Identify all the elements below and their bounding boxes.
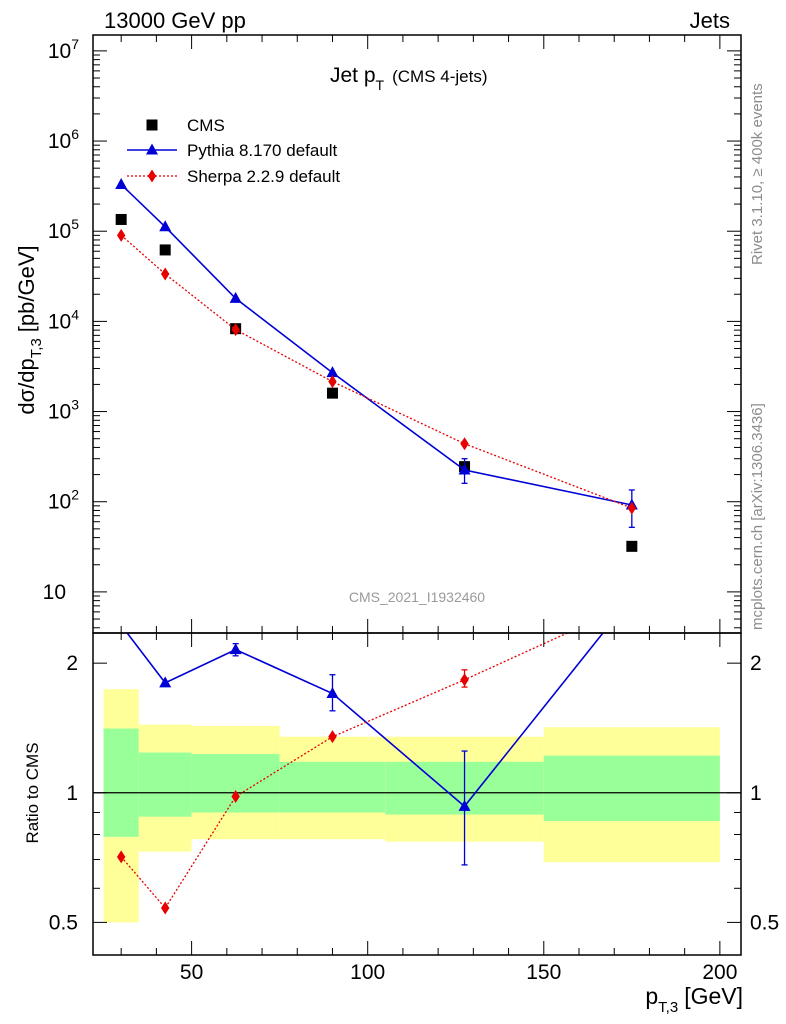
main-cms-point	[115, 213, 127, 225]
main-pythia-8-170-default-point	[115, 177, 128, 189]
main-y-tick-label: 105	[48, 216, 79, 243]
main-sherpa-2-2-9-default-line	[120, 234, 633, 509]
analysis-watermark: CMS_2021_I1932460	[349, 589, 485, 605]
ratio-sherpa-2-2-9-default-point	[116, 850, 126, 864]
main-cms-point	[626, 540, 638, 552]
ratio-y-tick-label-right: 2	[750, 652, 762, 675]
main-sherpa-2-2-9-default-point	[460, 437, 469, 451]
ratio-y-tick-label-right: 1	[750, 782, 762, 805]
legend: CMS Pythia 8.170 default Sherpa 2.2.9 defa…	[127, 116, 340, 186]
main-y-tick-label: 104	[48, 306, 79, 333]
main-sherpa-2-2-9-default-point	[328, 375, 337, 389]
main-sherpa-2-2-9-default-point	[627, 501, 637, 515]
legend-cms-marker	[146, 119, 158, 131]
inner-band-2	[191, 754, 280, 813]
main-cms-point	[326, 387, 338, 399]
legend-pythia-8-170-default-marker	[146, 143, 158, 155]
inner-band-0	[103, 728, 139, 837]
ratio-pythia-8-170-default-point	[626, 590, 638, 601]
plot-title: Jet pT (CMS 4-jets)	[330, 64, 488, 93]
main-sherpa-2-2-9-default-point	[231, 323, 240, 337]
main-pythia-8-170-default-point	[159, 220, 172, 232]
x-tick-label: 50	[180, 961, 203, 984]
ratio-sherpa-2-2-9-default-point	[328, 730, 337, 744]
x-axis-label: pT,3 [GeV]	[645, 983, 743, 1016]
ratio-y-axis-label: Ratio to CMS	[23, 742, 42, 843]
ratio-plot-frame	[92, 632, 742, 956]
ratio-pythia-8-170-default-point	[326, 687, 339, 699]
ratio-pythia-8-170-default-point	[458, 799, 471, 811]
ratio-y-tick-label-left: 2	[66, 652, 78, 675]
ratio-y-tick-label-left: 1	[66, 782, 78, 805]
ratio-sherpa-2-2-9-default-point	[460, 673, 469, 687]
ratio-pythia-8-170-default-point	[159, 676, 172, 688]
main-y-tick-label: 106	[48, 126, 79, 153]
ratio-sherpa-2-2-9-default-point	[628, 597, 636, 610]
inner-band-3	[279, 761, 386, 813]
axis-ticks	[93, 35, 741, 955]
main-plot-data	[115, 177, 638, 552]
ratio-y-tick-label-right: 0.5	[750, 911, 779, 934]
legend-cms-label: CMS	[187, 116, 225, 135]
legend-pythia-8-170-default-label: Pythia 8.170 default	[187, 141, 338, 160]
main-y-tick-label: 102	[48, 487, 79, 514]
inner-band-5	[543, 755, 720, 821]
main-y-tick-label: 103	[48, 397, 79, 424]
main-pythia-8-170-default-point	[458, 463, 471, 475]
ratio-pythia-8-170-default-line	[126, 633, 604, 808]
legend-sherpa-2-2-9-default-marker	[147, 169, 157, 183]
inner-band-1	[138, 752, 192, 817]
ratio-sherpa-2-2-9-default-point	[231, 790, 240, 804]
x-tick-label: 100	[350, 961, 385, 984]
ratio-sherpa-2-2-9-default-point	[160, 901, 170, 915]
main-cms-point	[159, 244, 171, 256]
main-pythia-8-170-default-point	[229, 291, 242, 303]
ratio-sherpa-2-2-9-default-line	[120, 633, 569, 910]
ratio-plot-data	[116, 590, 638, 915]
header-left: 13000 GeV pp	[104, 8, 246, 33]
main-y-tick-label: 10	[43, 581, 66, 604]
main-pythia-8-170-default-point	[326, 366, 339, 378]
ratio-bands	[103, 689, 720, 923]
header-right: Jets	[690, 8, 730, 33]
ratio-y-tick-label-left: 0.5	[49, 911, 78, 934]
main-sherpa-2-2-9-default-point	[160, 267, 170, 281]
main-sherpa-2-2-9-default-point	[116, 228, 126, 242]
tick-labels: 10 102 103 104 105 106 107 50 100 150 200 0.5 0.5 1 1 2…	[43, 36, 780, 984]
y-axis-label: dσ/dpT,3[pb/GeV]	[14, 245, 45, 414]
ratio-pythia-8-170-default-point	[229, 643, 242, 655]
legend-sherpa-2-2-9-default-label: Sherpa 2.2.9 default	[187, 167, 340, 186]
main-y-tick-label: 107	[48, 36, 79, 63]
x-tick-label: 150	[526, 961, 561, 984]
x-tick-label: 200	[702, 961, 737, 984]
rivet-label: Rivet 3.1.10, ≥ 400k events	[749, 83, 766, 265]
main-pythia-8-170-default-line	[120, 183, 632, 506]
mcplots-label: mcplots.cern.ch [arXiv:1306.3436]	[749, 403, 766, 630]
